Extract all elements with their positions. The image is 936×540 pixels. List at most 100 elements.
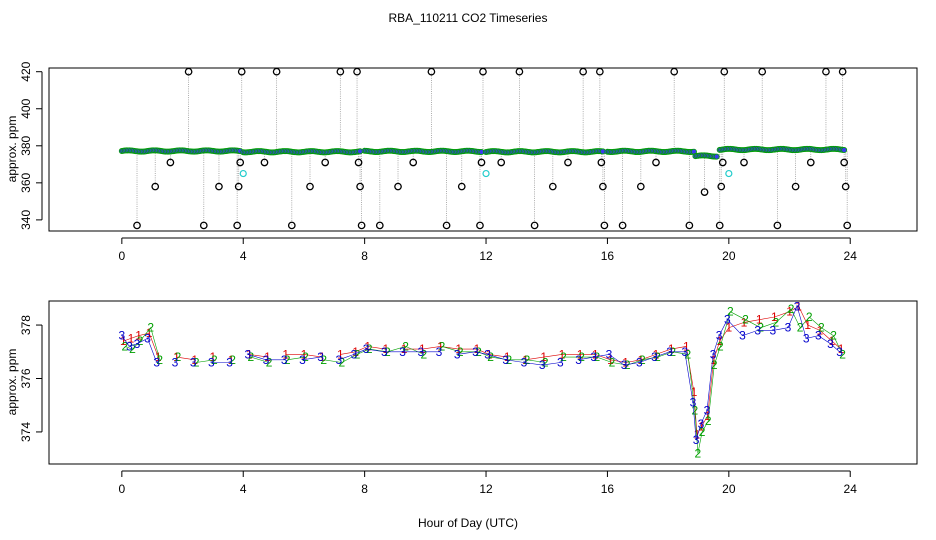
series-2-point: 2 bbox=[475, 345, 482, 359]
calibration-point bbox=[442, 221, 451, 230]
series-1-point: 1 bbox=[683, 339, 690, 353]
calibration-point bbox=[497, 158, 506, 167]
calibration-point bbox=[791, 182, 800, 191]
series-1-point: 1 bbox=[135, 329, 142, 343]
series-3-point: 3 bbox=[317, 350, 324, 364]
series-2-point: 2 bbox=[818, 321, 825, 335]
series-2-point: 2 bbox=[560, 350, 567, 364]
y-tick-label: 420 bbox=[19, 61, 33, 81]
series-2-point: 2 bbox=[742, 313, 749, 327]
series-2-point: 2 bbox=[354, 347, 361, 361]
calibration-point bbox=[838, 67, 847, 76]
calibration-point bbox=[357, 221, 366, 230]
y-tick-label: 400 bbox=[19, 98, 33, 118]
series-2-point: 2 bbox=[175, 350, 182, 364]
y-tick-label: 340 bbox=[19, 210, 33, 230]
series-3-point: 3 bbox=[710, 347, 717, 361]
calibration-point bbox=[840, 158, 849, 167]
x-axis-label: Hour of Day (UTC) bbox=[418, 516, 518, 530]
series-1-point: 1 bbox=[352, 345, 359, 359]
series-3-point: 3 bbox=[172, 355, 179, 369]
series-2-point: 2 bbox=[439, 339, 446, 353]
x-tick-label: 0 bbox=[118, 482, 125, 496]
x-tick-label: 8 bbox=[361, 249, 368, 263]
series-1-point: 1 bbox=[716, 334, 723, 348]
series-1-point: 1 bbox=[838, 342, 845, 356]
series-1-point: 1 bbox=[622, 355, 629, 369]
series-1-point: 1 bbox=[437, 339, 444, 353]
calibration-point bbox=[717, 182, 726, 191]
calibration-point bbox=[353, 67, 361, 76]
series-3-point: 3 bbox=[381, 345, 388, 359]
calibration-point bbox=[354, 158, 363, 167]
series-3-point: 3 bbox=[698, 417, 705, 431]
series-3-point: 3 bbox=[263, 353, 270, 367]
series-1-point: 1 bbox=[301, 347, 308, 361]
series-2-point: 2 bbox=[839, 347, 846, 361]
y-tick-label: 360 bbox=[19, 173, 33, 193]
cyan-point bbox=[482, 169, 490, 178]
x-tick-label: 8 bbox=[361, 482, 368, 496]
series-1-point: 1 bbox=[282, 347, 289, 361]
series-3-point: 3 bbox=[666, 345, 673, 359]
series-3-point: 3 bbox=[815, 329, 822, 343]
bottom-y-axis-label: approx. ppm bbox=[5, 349, 19, 416]
figure-title: RBA_110211 CO2 Timeseries bbox=[389, 11, 548, 25]
x-tick-label: 20 bbox=[722, 482, 736, 496]
series-1-point: 1 bbox=[419, 342, 426, 356]
calibration-point bbox=[700, 188, 709, 196]
series-2-point: 2 bbox=[266, 355, 273, 369]
series-1-point: 1 bbox=[401, 342, 408, 356]
series-3-point: 3 bbox=[484, 347, 491, 361]
series-1-point: 1 bbox=[653, 347, 660, 361]
series-2-point: 2 bbox=[137, 334, 144, 348]
x-tick-label: 12 bbox=[479, 249, 493, 263]
series-line-1 bbox=[123, 305, 842, 436]
series-1-point: 1 bbox=[504, 350, 511, 364]
series-2-point: 2 bbox=[830, 329, 837, 343]
series-1-point: 1 bbox=[756, 313, 763, 327]
series-2-point: 2 bbox=[247, 350, 254, 364]
y-tick-label: 378 bbox=[19, 315, 33, 335]
x-tick-label: 20 bbox=[722, 249, 736, 263]
calibration-point bbox=[822, 67, 830, 76]
series-3-point: 3 bbox=[126, 339, 133, 353]
y-tick-label: 376 bbox=[19, 368, 33, 388]
series-2-point: 2 bbox=[320, 353, 327, 367]
calibration-point bbox=[618, 221, 627, 230]
series-line-2 bbox=[124, 308, 843, 454]
series-3-point: 3 bbox=[716, 329, 723, 343]
calibration-point bbox=[272, 67, 281, 76]
y-tick-label: 380 bbox=[19, 135, 33, 155]
series-1-point: 1 bbox=[817, 323, 824, 337]
series-3-point: 3 bbox=[351, 347, 358, 361]
x-tick-label: 12 bbox=[479, 482, 493, 496]
series-3-point: 3 bbox=[739, 329, 746, 343]
series-3-point: 3 bbox=[226, 355, 233, 369]
calibration-point bbox=[564, 158, 572, 167]
cyan-point bbox=[239, 169, 247, 178]
series-2-point: 2 bbox=[402, 339, 409, 353]
series-3-point: 3 bbox=[693, 433, 700, 447]
series-3-point: 3 bbox=[704, 404, 711, 418]
top-y-axis-label: approx. ppm bbox=[5, 116, 19, 183]
series-3-point: 3 bbox=[754, 323, 761, 337]
series-3-point: 3 bbox=[502, 353, 509, 367]
series-3-point: 3 bbox=[724, 313, 731, 327]
series-1-point: 1 bbox=[786, 305, 793, 319]
calibration-point bbox=[740, 158, 748, 167]
calibration-point bbox=[260, 158, 269, 167]
series-2-point: 2 bbox=[797, 321, 804, 335]
calibration-point bbox=[600, 221, 609, 230]
series-2-point: 2 bbox=[420, 347, 427, 361]
series-1-point: 1 bbox=[128, 331, 135, 345]
series-3-point: 3 bbox=[134, 337, 141, 351]
calibration-point bbox=[515, 67, 524, 76]
calibration-point bbox=[336, 67, 345, 76]
series-1-point: 1 bbox=[592, 347, 599, 361]
series-3-point: 3 bbox=[144, 331, 151, 345]
series-3-point: 3 bbox=[590, 350, 597, 364]
series-1-point: 1 bbox=[710, 353, 717, 367]
bottom-data-marks: 1 1 1 11 1 1 1 1 1 1 1 1 1 1 1 1 1 1 1 1 1 1 1 1 1 1 1 1 1 1 1 1 1 1 11111… bbox=[118, 299, 846, 460]
series-3-point: 3 bbox=[244, 347, 251, 361]
